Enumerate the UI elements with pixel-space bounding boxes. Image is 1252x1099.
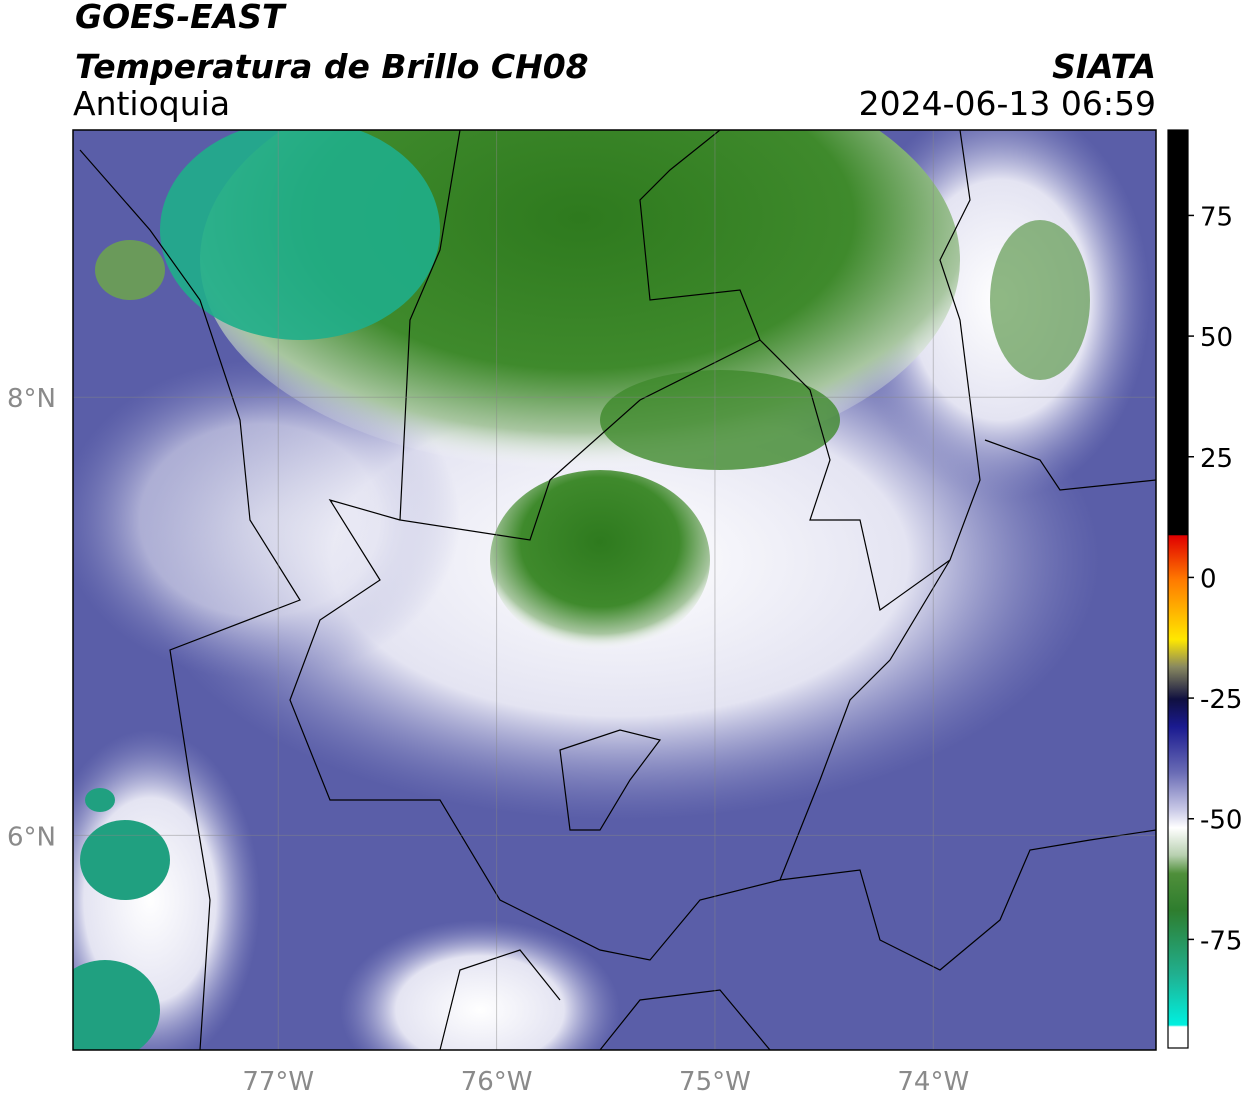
colorbar-tick-label: 50 [1200, 323, 1233, 353]
lat-label: 8°N [7, 384, 56, 414]
satellite-image [73, 130, 1156, 1050]
colorbar-tick-label: 75 [1200, 202, 1233, 232]
lon-label: 77°W [242, 1067, 314, 1097]
colorbar-tick-label: 0 [1200, 564, 1217, 594]
colorbar-tick-label: -75 [1200, 926, 1242, 956]
region: Antioquia [73, 84, 230, 123]
lat-label: 6°N [7, 822, 56, 852]
colorbar-tick-label: 25 [1200, 444, 1233, 474]
title: GOES-EAST [75, 0, 287, 36]
colorbar-ticks: 75 50 25 0 -25 -50 -75 [1188, 202, 1242, 956]
colorbar [1167, 129, 1189, 1049]
product: Temperatura de Brillo CH08 [75, 47, 589, 86]
colorbar-tick-label: -25 [1200, 685, 1242, 715]
datetime: 2024-06-13 06:59 [859, 84, 1156, 123]
colorbar-tick-label: -50 [1200, 806, 1242, 836]
map-frame [72, 129, 1157, 1051]
lon-label: 74°W [897, 1067, 969, 1097]
graticule [73, 130, 1156, 1050]
lon-label: 75°W [679, 1067, 751, 1097]
lon-label: 76°W [461, 1067, 533, 1097]
source: SIATA [1052, 47, 1156, 86]
